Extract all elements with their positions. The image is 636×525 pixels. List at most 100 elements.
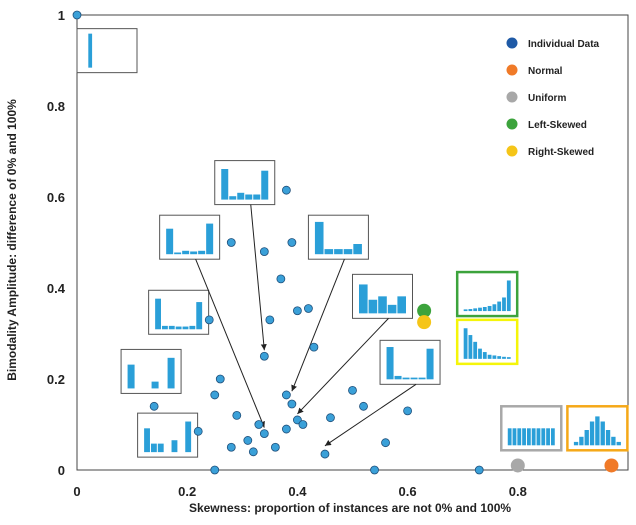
x-axis-label: Skewness: proportion of instances are no…: [189, 501, 511, 515]
data-point: [193, 426, 203, 436]
inset-arrow: [297, 318, 389, 415]
data-point: [298, 420, 308, 429]
inset-bar: [151, 381, 159, 389]
x-tick-label: 0.4: [288, 484, 307, 499]
inset-bar: [386, 347, 394, 380]
inset-bar: [174, 252, 182, 255]
legend-label: Uniform: [528, 93, 566, 104]
inset-bar: [88, 33, 93, 68]
inset-bar: [497, 301, 502, 312]
data-point: [403, 406, 413, 416]
data-point: [72, 10, 82, 20]
inset-bar: [531, 428, 536, 446]
reference-point: [604, 458, 619, 473]
inset-bar: [492, 355, 497, 359]
inset-bar: [487, 354, 492, 359]
legend: Individual Data Normal Uniform Left-Skewed R…: [506, 37, 600, 158]
inset-bar: [463, 309, 468, 312]
inset-bar: [595, 416, 600, 446]
data-point: [348, 385, 357, 395]
inset-bar: [487, 305, 492, 312]
legend-marker: [506, 145, 518, 157]
inset-bar: [616, 441, 621, 446]
legend-marker: [506, 37, 518, 49]
data-point: [259, 429, 269, 439]
inset-bar: [168, 325, 175, 330]
y-tick-label: 0.6: [47, 190, 65, 205]
inset-bar: [185, 421, 192, 453]
legend-label: Normal: [528, 66, 563, 77]
inset-frame: [76, 28, 138, 74]
inset-bar: [166, 228, 174, 255]
data-point: [370, 465, 379, 475]
data-point: [381, 438, 390, 448]
data-point: [210, 465, 220, 475]
x-axis-ticks: 0 0.2 0.4 0.6 0.8: [73, 484, 526, 499]
inset-c: [307, 214, 369, 260]
inset-bar: [402, 377, 410, 380]
y-tick-label: 0.4: [47, 281, 66, 296]
data-point: [204, 315, 214, 325]
inset-bar: [463, 328, 468, 359]
inset-bar: [198, 250, 206, 255]
inset-top-left: [76, 28, 138, 74]
inset-bar: [473, 341, 478, 359]
data-point: [215, 374, 225, 384]
inset-d: [352, 273, 413, 319]
inset-bar: [359, 284, 368, 314]
inset-bar: [605, 430, 611, 446]
inset-arrow: [195, 259, 265, 428]
inset-bar: [522, 428, 526, 446]
inset-bar: [343, 249, 353, 255]
data-point: [149, 401, 159, 411]
inset-bar: [237, 192, 245, 200]
legend-marker: [506, 91, 518, 103]
inset-bar: [492, 304, 497, 312]
inset-bar: [314, 221, 324, 255]
inset-bar: [468, 309, 473, 312]
inset-bar: [512, 428, 517, 446]
reference-point: [417, 303, 432, 318]
x-tick-label: 0.8: [509, 484, 527, 499]
data-point: [309, 342, 319, 352]
inset-bar: [418, 377, 426, 380]
data-point: [259, 247, 269, 257]
inset-bar: [397, 296, 406, 314]
legend-label: Right-Skewed: [528, 147, 594, 158]
inset-bar: [536, 428, 541, 446]
data-point: [320, 449, 330, 459]
inset-g: [120, 348, 182, 394]
inset-bar: [245, 194, 253, 200]
inset-arrow: [324, 383, 417, 447]
inset-bar: [579, 436, 584, 446]
inset-bar: [546, 428, 550, 446]
inset-arrow: [291, 259, 345, 392]
data-points: [72, 10, 619, 475]
inset-bar: [334, 249, 343, 255]
inset-bar: [161, 325, 168, 330]
inset-bar: [150, 443, 157, 453]
inset-bar: [394, 375, 402, 380]
data-point: [210, 390, 220, 400]
x-tick-label: 0.2: [178, 484, 196, 499]
data-point: [281, 390, 291, 400]
inset-bar: [502, 297, 506, 312]
inset-bar: [189, 325, 196, 330]
inset-bar: [175, 326, 182, 330]
inset-bar: [573, 441, 579, 446]
data-point: [287, 399, 297, 409]
inset-bar: [253, 194, 261, 200]
inset-bar: [157, 443, 164, 453]
reference-point: [510, 458, 525, 473]
inset-arrow: [250, 204, 267, 351]
histogram-insets: [76, 28, 629, 458]
inset-bar: [155, 298, 161, 330]
inset-bar: [261, 170, 269, 200]
inset-bar: [526, 428, 531, 446]
inset-bar: [600, 421, 605, 446]
data-point: [248, 447, 258, 457]
inset-bar: [167, 357, 175, 389]
inset-bar: [378, 296, 387, 314]
inset-uniform: [500, 405, 563, 452]
